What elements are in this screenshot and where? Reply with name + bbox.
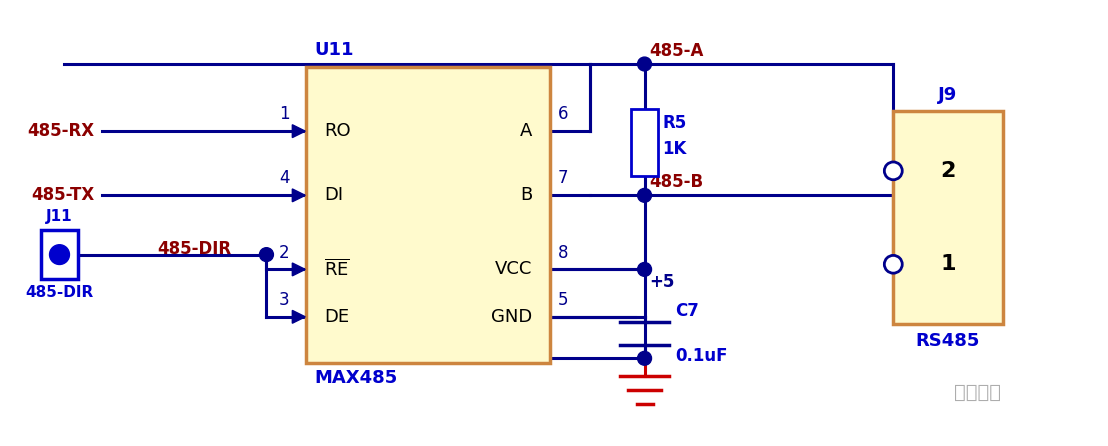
- Text: 485-A: 485-A: [649, 42, 704, 60]
- Text: RO: RO: [325, 122, 351, 140]
- Text: J11: J11: [47, 209, 73, 224]
- Text: 485-DIR: 485-DIR: [25, 285, 93, 300]
- Text: 7: 7: [558, 169, 568, 187]
- Text: U11: U11: [315, 41, 353, 59]
- Text: 485-B: 485-B: [649, 173, 704, 191]
- Text: 技福小咖: 技福小咖: [954, 384, 1002, 402]
- Text: 3: 3: [279, 291, 289, 309]
- Circle shape: [884, 162, 902, 180]
- Text: 485-DIR: 485-DIR: [157, 240, 232, 257]
- Text: 485-RX: 485-RX: [28, 122, 94, 140]
- Text: 2: 2: [279, 244, 289, 261]
- Text: C7: C7: [676, 302, 699, 320]
- Text: 0.1uF: 0.1uF: [676, 347, 728, 365]
- Text: VCC: VCC: [495, 260, 532, 278]
- Circle shape: [50, 245, 70, 264]
- Circle shape: [259, 248, 274, 261]
- Text: DE: DE: [325, 308, 349, 326]
- Bar: [306, 67, 550, 363]
- Text: 4: 4: [279, 169, 289, 187]
- Circle shape: [884, 256, 902, 273]
- Text: MAX485: MAX485: [315, 369, 398, 387]
- Circle shape: [637, 351, 652, 365]
- Text: B: B: [520, 186, 532, 204]
- Text: +5: +5: [649, 273, 675, 291]
- Text: $\overline{\mathrm{RE}}$: $\overline{\mathrm{RE}}$: [325, 259, 350, 280]
- Text: DI: DI: [325, 186, 343, 204]
- Polygon shape: [293, 263, 305, 276]
- Text: GND: GND: [491, 308, 532, 326]
- Text: 2: 2: [941, 161, 956, 181]
- Text: R5: R5: [663, 114, 687, 132]
- Text: A: A: [520, 122, 532, 140]
- Bar: [893, 112, 1003, 324]
- Text: 1: 1: [941, 254, 956, 274]
- Text: J9: J9: [938, 86, 957, 103]
- Text: 8: 8: [558, 244, 568, 261]
- Text: RS485: RS485: [916, 332, 981, 350]
- Circle shape: [637, 189, 652, 202]
- Circle shape: [637, 263, 652, 277]
- Bar: [41, 230, 79, 279]
- Polygon shape: [293, 310, 305, 323]
- Text: 5: 5: [558, 291, 568, 309]
- Text: 1: 1: [279, 105, 289, 123]
- Bar: [630, 109, 658, 176]
- Circle shape: [637, 57, 652, 71]
- Polygon shape: [293, 125, 305, 137]
- Polygon shape: [293, 189, 305, 202]
- Text: 485-TX: 485-TX: [31, 186, 94, 204]
- Text: 1K: 1K: [663, 140, 687, 158]
- Text: 6: 6: [558, 105, 568, 123]
